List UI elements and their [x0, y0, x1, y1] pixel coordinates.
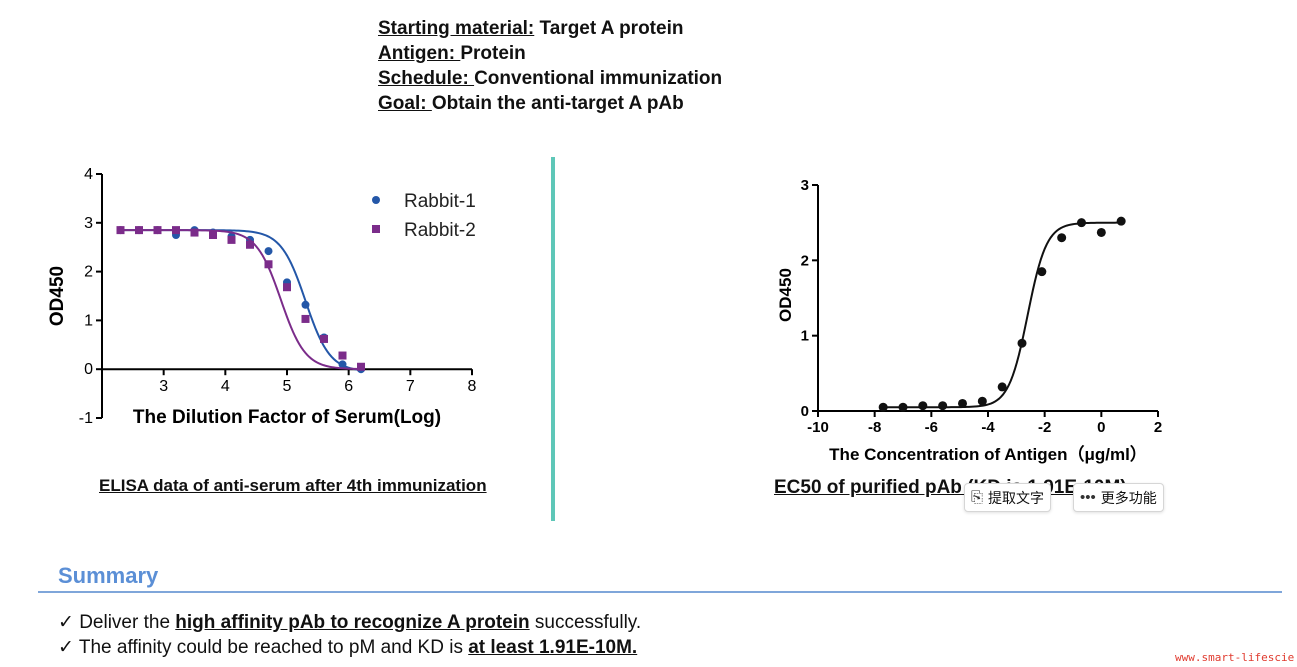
- x-tick-label: 3: [159, 378, 168, 395]
- data-point: [1017, 338, 1027, 348]
- info-value: Obtain the anti-target A pAb: [431, 93, 684, 114]
- y-axis-title: OD450: [776, 268, 795, 322]
- x-tick-label: 6: [344, 378, 353, 395]
- x-tick-label: -8: [868, 419, 881, 436]
- y-tick-label: 0: [801, 403, 809, 420]
- data-point: [898, 402, 908, 412]
- data-point: [1116, 216, 1126, 226]
- fit-curve: [883, 221, 1123, 409]
- info-value: Protein: [460, 43, 526, 64]
- y-tick-label: 1: [801, 328, 809, 345]
- data-point: [227, 235, 236, 244]
- data-point: [153, 226, 162, 235]
- more-functions-button[interactable]: ••• 更多功能: [1073, 483, 1164, 512]
- bullet-highlight: at least 1.91E-10M.: [468, 637, 638, 658]
- legend-marker: [372, 196, 380, 204]
- x-tick-label: -10: [807, 419, 829, 436]
- ec50-chart: 0 1 2 3 -10 -8 -6 -4 -2 0 2 The Concentration of An…: [776, 177, 1162, 464]
- bullet-highlight: high affinity pAb to recognize A protein: [175, 612, 530, 633]
- data-point: [301, 300, 310, 309]
- x-tick-label: 8: [468, 378, 477, 395]
- info-label: Schedule:: [378, 68, 475, 89]
- data-point: [264, 247, 273, 256]
- data-point: [1037, 267, 1047, 277]
- y-tick-label: 2: [801, 252, 809, 269]
- more-functions-label: 更多功能: [1100, 489, 1157, 506]
- y-tick-label: 3: [801, 177, 809, 194]
- y-tick-label: 3: [84, 215, 93, 232]
- bullet-text: Deliver the: [73, 612, 176, 633]
- summary-bullet: ✓ The affinity could be reached to pM an…: [58, 636, 637, 659]
- data-point: [977, 396, 987, 406]
- info-row-antigen: Antigen: Protein: [378, 41, 722, 66]
- y-tick-label: 0: [84, 361, 93, 378]
- legend-label: Rabbit-2: [404, 220, 476, 241]
- y-tick-label: 2: [84, 264, 93, 281]
- info-row-goal: Goal: Obtain the anti-target A pAb: [378, 91, 722, 116]
- experiment-info: Starting material: Target A protein Anti…: [378, 16, 722, 116]
- extract-text-label: 提取文字: [988, 489, 1045, 506]
- data-point: [338, 360, 347, 369]
- data-point: [135, 226, 143, 235]
- fit-curve: [120, 229, 365, 372]
- data-point: [301, 314, 310, 323]
- data-point: [357, 362, 365, 371]
- x-tick-label: 4: [221, 378, 230, 395]
- caption-elisa: ELISA data of anti-serum after 4th immun…: [99, 476, 487, 495]
- info-label: Goal:: [378, 93, 432, 114]
- data-point: [283, 283, 291, 292]
- data-point: [264, 260, 273, 269]
- y-axis-title: OD450: [47, 266, 68, 326]
- data-point: [878, 402, 888, 412]
- data-point: [209, 231, 217, 239]
- check-icon: ✓: [58, 612, 74, 633]
- data-point: [938, 401, 948, 411]
- info-row-schedule: Schedule: Conventional immunization: [378, 66, 722, 91]
- data-point: [997, 382, 1007, 392]
- data-point: [1096, 227, 1106, 237]
- bullet-text: successfully.: [529, 612, 642, 633]
- watermark: www.smart-lifescie: [1175, 651, 1295, 664]
- info-row-starting-material: Starting material: Target A protein: [378, 16, 722, 41]
- data-point: [958, 398, 967, 408]
- y-tick-label: -1: [79, 410, 93, 427]
- more-dots-icon: •••: [1080, 489, 1096, 506]
- data-point: [320, 334, 328, 343]
- extract-text-button[interactable]: ⎘ 提取文字: [964, 483, 1052, 512]
- info-label: Starting material:: [378, 18, 535, 39]
- y-tick-label: 4: [84, 166, 93, 183]
- data-point: [190, 228, 199, 237]
- x-tick-label: -6: [925, 419, 938, 436]
- legend-marker: [372, 225, 380, 233]
- data-point: [1057, 233, 1067, 243]
- x-tick-label: -2: [1038, 419, 1051, 436]
- data-point: [116, 226, 125, 235]
- legend-label: Rabbit-1: [404, 191, 476, 212]
- fit-curve: [120, 229, 365, 371]
- data-point: [338, 351, 347, 360]
- x-axis-title: The Concentration of Antigen（μg/ml）: [829, 444, 1147, 464]
- x-tick-label: 7: [406, 378, 415, 395]
- x-tick-label: -4: [981, 419, 995, 436]
- info-value: Conventional immunization: [474, 68, 723, 89]
- elisa-antiserum-chart: -1 0 1 2 3 4 3 4 5 6 7 8 The Dilution Factor of Seru…: [47, 166, 477, 428]
- x-tick-label: 2: [1154, 419, 1162, 436]
- data-point: [918, 401, 928, 411]
- x-tick-label: 0: [1097, 419, 1105, 436]
- bullet-text: The affinity could be reached to pM and …: [73, 637, 469, 658]
- x-axis-title: The Dilution Factor of Serum(Log): [133, 407, 441, 428]
- info-value: Target A protein: [534, 18, 684, 39]
- summary-divider: [38, 591, 1282, 593]
- summary-title: Summary: [58, 563, 159, 588]
- summary-bullet: ✓ Deliver the high affinity pAb to recog…: [58, 611, 641, 634]
- data-point: [172, 226, 180, 235]
- data-point: [246, 240, 254, 249]
- info-label: Antigen:: [378, 43, 461, 64]
- check-icon: ✓: [58, 637, 74, 658]
- data-point: [1077, 218, 1086, 228]
- vertical-divider: [551, 157, 555, 521]
- text-extract-icon: ⎘: [971, 489, 984, 506]
- x-tick-label: 5: [283, 378, 292, 395]
- y-tick-label: 1: [84, 312, 93, 329]
